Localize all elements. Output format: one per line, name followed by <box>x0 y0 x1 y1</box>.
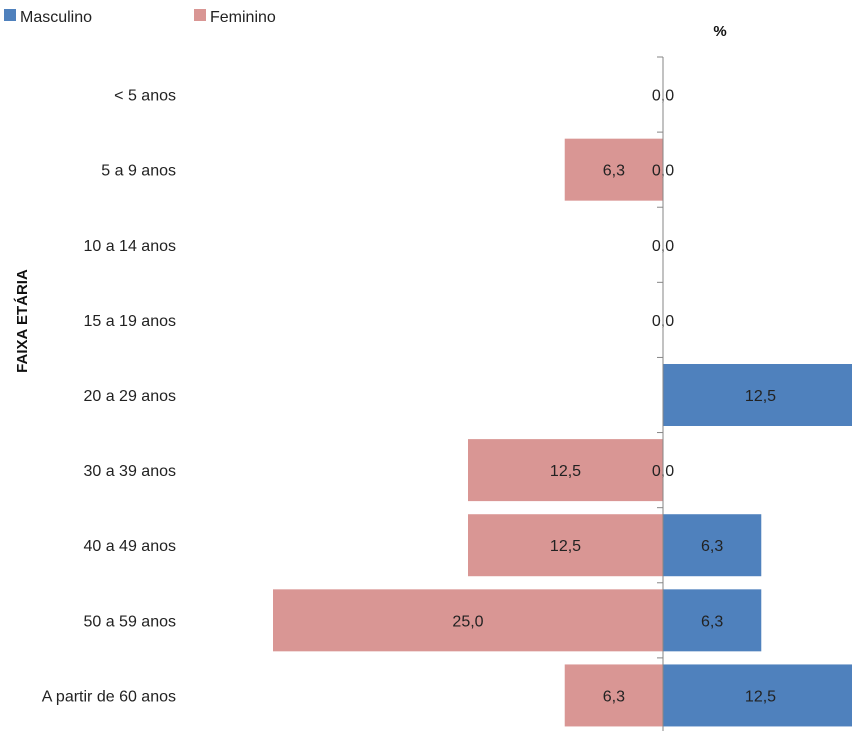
data-label-masculino-a-partir-de-60-anos: 12,5 <box>745 688 776 705</box>
data-label-feminino-50-a-59-anos: 25,0 <box>452 613 483 630</box>
category-label-5-a-9-anos: 5 a 9 anos <box>101 163 176 180</box>
legend-swatch-masculino <box>4 9 16 21</box>
category-label-30-a-39-anos: 30 a 39 anos <box>83 463 176 480</box>
category-label-15-a-19-anos: 15 a 19 anos <box>83 313 176 330</box>
y-axis-title: FAIXA ETÁRIA <box>14 269 31 373</box>
bars <box>273 138 852 727</box>
bar-feminino-a-partir-de-60-anos <box>564 664 663 727</box>
legend-label-masculino: Masculino <box>20 9 92 26</box>
category-labels: < 5 anos 5 a 9 anos 10 a 14 anos 15 a 19 an… <box>42 88 176 706</box>
category-label-a-partir-de-60-anos: A partir de 60 anos <box>42 688 176 705</box>
category-label-20-a-29-anos: 20 a 29 anos <box>83 388 176 405</box>
legend-swatch-feminino <box>194 9 206 21</box>
bar-masculino-20-a-29-anos <box>663 364 852 426</box>
unit-label: % <box>713 23 726 40</box>
data-label-feminino-a-partir-de-60-anos: 6,3 <box>603 688 625 705</box>
legend: Masculino Feminino <box>4 9 276 26</box>
data-label-masculino-50-a-59-anos: 6,3 <box>701 613 723 630</box>
category-label-50-a-59-anos: 50 a 59 anos <box>83 613 176 630</box>
bar-feminino-50-a-59-anos <box>273 589 663 652</box>
data-label-feminino-5-a-9-anos: 6,3 <box>603 163 625 180</box>
bar-masculino-a-partir-de-60-anos <box>663 664 852 727</box>
category-label-10-a-14-anos: 10 a 14 anos <box>83 238 176 255</box>
data-label-masculino-20-a-29-anos: 12,5 <box>745 388 776 405</box>
bar-masculino-50-a-59-anos <box>663 589 762 652</box>
data-label-feminino-40-a-49-anos: 12,5 <box>550 538 581 555</box>
category-label-5-anos: < 5 anos <box>114 88 176 105</box>
data-label-masculino-40-a-49-anos: 6,3 <box>701 538 723 555</box>
bar-feminino-30-a-39-anos <box>468 439 663 502</box>
legend-label-feminino: Feminino <box>210 9 276 26</box>
category-label-40-a-49-anos: 40 a 49 anos <box>83 538 176 555</box>
data-label-feminino-30-a-39-anos: 12,5 <box>550 463 581 480</box>
bar-masculino-40-a-49-anos <box>663 514 762 577</box>
bar-feminino-40-a-49-anos <box>468 514 663 577</box>
bar-feminino-5-a-9-anos <box>564 138 663 201</box>
